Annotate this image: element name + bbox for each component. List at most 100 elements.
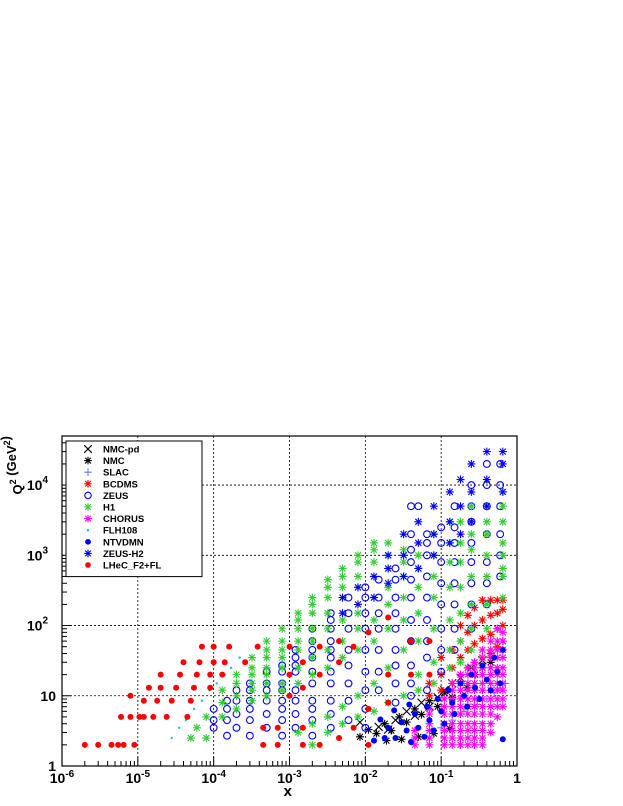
data-point <box>326 696 335 705</box>
data-point <box>184 713 191 720</box>
data-point <box>414 686 423 695</box>
data-point <box>353 583 362 592</box>
data-point <box>338 719 347 728</box>
data-point <box>202 712 211 721</box>
data-point <box>478 702 487 711</box>
data-point <box>294 663 303 672</box>
data-point <box>384 538 393 547</box>
data-point <box>498 538 507 547</box>
data-point <box>308 609 317 618</box>
legend-marker <box>84 549 92 558</box>
data-point <box>399 645 408 654</box>
data-point <box>369 615 378 624</box>
data-point <box>374 624 383 633</box>
data-point <box>294 609 303 618</box>
data-point <box>440 702 449 711</box>
data-point <box>384 663 393 672</box>
data-point <box>482 475 491 484</box>
data-point <box>410 734 419 743</box>
data-point <box>398 719 405 726</box>
legend-marker <box>85 538 91 545</box>
data-point <box>308 653 317 662</box>
data-point <box>407 638 414 645</box>
data-point <box>467 459 476 468</box>
data-point <box>374 686 383 695</box>
data-point <box>407 679 415 688</box>
data-point <box>380 719 389 728</box>
data-point <box>399 691 408 700</box>
data-point <box>478 726 487 735</box>
data-point <box>425 696 434 705</box>
legend-label: ZEUS <box>103 491 128 502</box>
data-point <box>245 731 254 740</box>
data-point <box>478 634 487 643</box>
data-point <box>262 710 271 718</box>
data-point <box>262 653 271 662</box>
data-point <box>118 713 125 720</box>
data-point <box>482 551 491 560</box>
data-point <box>486 645 495 654</box>
data-point <box>423 703 430 710</box>
data-point <box>470 726 479 735</box>
data-point <box>467 487 476 496</box>
data-point <box>440 734 449 743</box>
data-point <box>294 624 303 633</box>
x-tick-label: 10-1 <box>429 769 454 786</box>
data-point <box>299 724 306 731</box>
data-point <box>209 716 218 725</box>
data-point <box>468 671 475 678</box>
data-point <box>437 653 446 662</box>
x-axis-label: x <box>284 783 293 800</box>
data-point <box>218 712 227 721</box>
data-point <box>210 659 217 666</box>
y-tick-labels: 1 10 102 103 104 <box>27 475 56 774</box>
data-point <box>238 656 241 659</box>
data-point <box>410 726 419 735</box>
data-point <box>338 637 347 646</box>
data-point <box>463 694 472 703</box>
data-point <box>353 609 362 618</box>
data-point <box>486 670 495 679</box>
data-point <box>496 481 505 490</box>
data-point <box>192 707 196 711</box>
data-point <box>456 609 465 618</box>
data-point <box>498 653 507 662</box>
data-point <box>397 735 406 744</box>
data-point <box>407 671 414 678</box>
data-point <box>278 696 287 705</box>
data-point <box>415 724 422 731</box>
data-point <box>414 517 423 526</box>
data-point <box>286 671 293 678</box>
data-point <box>218 686 227 695</box>
data-point <box>456 517 465 526</box>
x-tick-label: 10-5 <box>126 769 151 786</box>
data-point <box>425 719 434 728</box>
data-point <box>441 720 448 727</box>
data-point <box>498 551 507 560</box>
data-point <box>456 710 465 719</box>
data-point <box>493 653 502 662</box>
data-point <box>463 663 472 672</box>
data-point <box>470 670 479 679</box>
data-point <box>291 696 300 705</box>
series-h1 <box>186 487 507 749</box>
data-point <box>406 701 413 708</box>
data-point <box>294 615 303 624</box>
data-point <box>467 545 476 554</box>
data-point <box>308 670 317 679</box>
data-point <box>429 593 438 602</box>
legend-marker <box>84 456 92 465</box>
data-point <box>478 686 487 695</box>
data-point <box>286 643 293 650</box>
data-point <box>353 624 362 633</box>
legend: NMC-pdNMCSLACBCDMSZEUSH1CHORUSFLH108NTVD… <box>65 440 203 578</box>
data-point <box>336 735 343 742</box>
data-point <box>186 734 195 743</box>
data-point <box>486 719 495 728</box>
data-point <box>374 609 383 618</box>
data-point <box>456 475 465 484</box>
data-point <box>247 679 256 688</box>
data-point <box>353 712 362 721</box>
data-point <box>344 716 353 725</box>
data-point <box>456 658 465 667</box>
